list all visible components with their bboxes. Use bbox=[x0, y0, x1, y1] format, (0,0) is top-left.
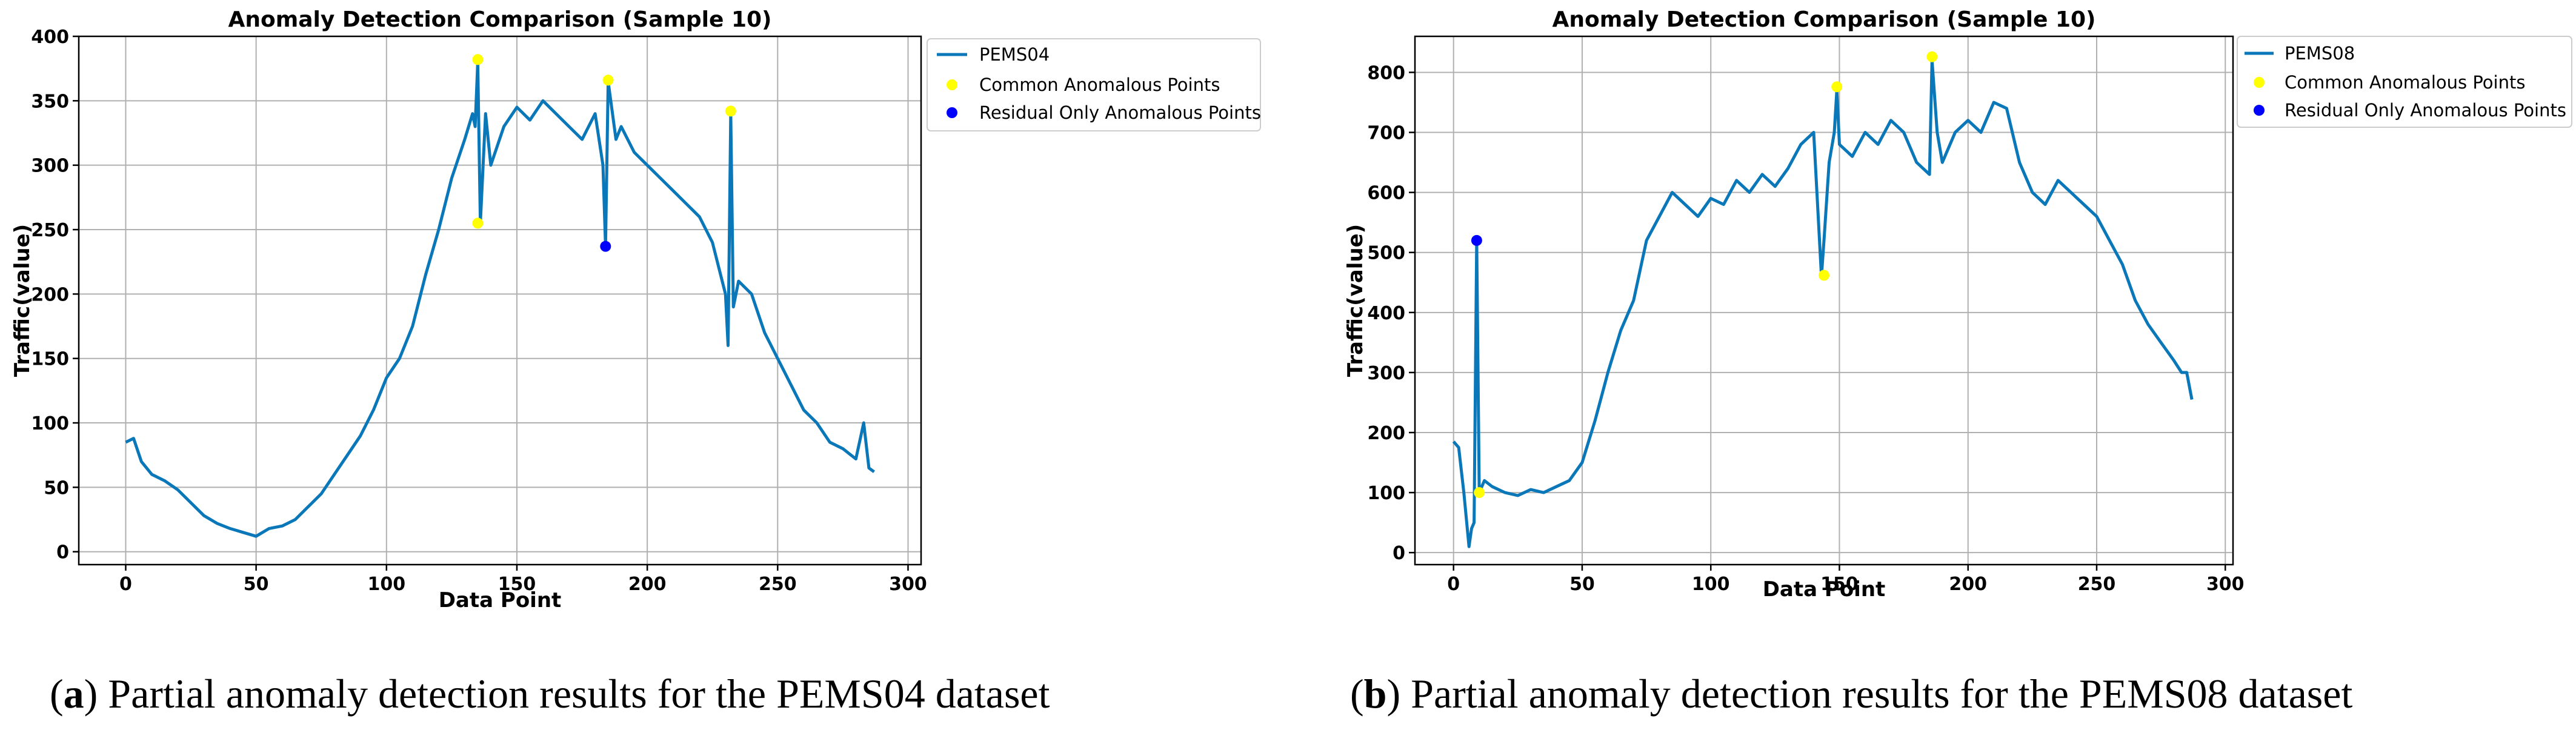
marker-group bbox=[1471, 51, 1938, 499]
plot-frame bbox=[78, 35, 922, 566]
chart-pems04: Anomaly Detection Comparison (Sample 10)… bbox=[10, 7, 1261, 612]
y-axis-label: Traffic(value) bbox=[10, 224, 35, 377]
y-tick-label: 250 bbox=[31, 220, 69, 241]
y-tick-label: 500 bbox=[1367, 243, 1405, 264]
legend: PEMS04 Common Anomalous Points Residual … bbox=[927, 38, 1261, 131]
y-tick-group: 0 50 100 150 200 250 300 350 400 bbox=[31, 27, 79, 563]
common-anomaly-point bbox=[725, 105, 736, 117]
series-line-group bbox=[125, 61, 875, 538]
y-axis-label: Traffic(value) bbox=[1343, 224, 1368, 377]
y-tick-label: 400 bbox=[1367, 303, 1405, 324]
legend-entry-residual: Residual Only Anomalous Points bbox=[2285, 100, 2566, 121]
common-anomaly-point bbox=[472, 54, 484, 65]
legend: PEMS08 Common Anomalous Points Residual … bbox=[2237, 36, 2572, 128]
x-tick-label: 100 bbox=[367, 574, 405, 595]
x-tick-label: 200 bbox=[1949, 574, 1987, 595]
y-tick-label: 150 bbox=[31, 349, 69, 370]
series-line-group bbox=[1452, 59, 2194, 548]
legend-entry-common: Common Anomalous Points bbox=[2285, 72, 2525, 93]
x-tick-label: 0 bbox=[119, 574, 132, 595]
y-tick-label: 800 bbox=[1367, 62, 1405, 84]
caption-b-open: ( bbox=[1350, 671, 1364, 717]
caption-b-label: b bbox=[1364, 671, 1387, 717]
x-tick-label: 0 bbox=[1447, 574, 1460, 595]
residual-anomaly-point bbox=[1471, 234, 1482, 246]
caption-b-text: ) Partial anomaly detection results for … bbox=[1386, 671, 2352, 717]
legend-entry-pems08: PEMS08 bbox=[2285, 43, 2355, 64]
x-tick-label: 50 bbox=[1569, 574, 1595, 595]
chart-title: Anomaly Detection Comparison (Sample 10) bbox=[228, 7, 771, 32]
x-axis-label: Data Point bbox=[439, 588, 562, 612]
y-tick-label: 200 bbox=[1367, 423, 1405, 444]
x-tick-label: 100 bbox=[1692, 574, 1730, 595]
y-tick-label: 100 bbox=[1367, 483, 1405, 504]
legend-yellow-dot-icon bbox=[2254, 77, 2265, 88]
gridlines bbox=[1415, 36, 2233, 565]
common-anomaly-point bbox=[1474, 487, 1485, 499]
legend-entry-residual: Residual Only Anomalous Points bbox=[979, 102, 1261, 123]
y-tick-label: 200 bbox=[31, 284, 69, 305]
x-axis-label: Data Point bbox=[1763, 577, 1886, 602]
chart-title: Anomaly Detection Comparison (Sample 10) bbox=[1552, 7, 2095, 32]
y-tick-label: 350 bbox=[31, 91, 69, 112]
x-tick-group: 0 50 100 150 200 250 300 bbox=[119, 565, 927, 595]
y-tick-group: 0 100 200 300 400 500 600 700 800 bbox=[1367, 62, 1415, 564]
legend-entry-pems04: PEMS04 bbox=[979, 44, 1050, 65]
y-tick-label: 100 bbox=[31, 413, 69, 434]
common-anomaly-point bbox=[472, 217, 484, 229]
y-tick-label: 50 bbox=[44, 477, 69, 499]
x-tick-label: 250 bbox=[2078, 574, 2116, 595]
caption-a: (a) Partial anomaly detection results fo… bbox=[50, 671, 1050, 717]
y-tick-label: 300 bbox=[1367, 363, 1405, 384]
series-line-pems08 bbox=[1452, 59, 2194, 548]
common-anomaly-point bbox=[602, 75, 614, 86]
marker-group bbox=[472, 54, 736, 252]
gridlines bbox=[79, 36, 921, 565]
x-tick-label: 150 bbox=[498, 574, 536, 595]
y-tick-label: 600 bbox=[1367, 183, 1405, 204]
caption-a-label: a bbox=[64, 671, 84, 717]
legend-blue-dot-icon bbox=[947, 107, 957, 118]
x-tick-label: 250 bbox=[759, 574, 797, 595]
caption-a-text: ) Partial anomaly detection results for … bbox=[84, 671, 1050, 717]
y-tick-label: 700 bbox=[1367, 123, 1405, 144]
caption-a-open: ( bbox=[50, 671, 64, 717]
legend-blue-dot-icon bbox=[2254, 105, 2265, 116]
plot-frame bbox=[1414, 35, 2234, 566]
y-tick-label: 0 bbox=[56, 542, 69, 563]
legend-frame bbox=[927, 38, 1261, 131]
y-tick-label: 300 bbox=[31, 156, 69, 177]
residual-anomaly-point bbox=[600, 241, 611, 252]
x-tick-label: 50 bbox=[244, 574, 269, 595]
x-tick-group: 0 50 100 150 200 250 300 bbox=[1447, 565, 2245, 595]
x-tick-label: 300 bbox=[889, 574, 927, 595]
series-line-pems04 bbox=[125, 61, 875, 538]
x-tick-label: 300 bbox=[2206, 574, 2245, 595]
legend-frame bbox=[2237, 36, 2572, 128]
common-anomaly-point bbox=[1819, 270, 1829, 281]
legend-yellow-dot-icon bbox=[947, 79, 957, 90]
x-tick-label: 150 bbox=[1820, 574, 1859, 595]
legend-entry-common: Common Anomalous Points bbox=[979, 75, 1220, 95]
chart-pems08: Anomaly Detection Comparison (Sample 10)… bbox=[1343, 7, 2572, 602]
x-tick-label: 200 bbox=[628, 574, 667, 595]
y-tick-label: 0 bbox=[1393, 543, 1405, 564]
caption-b: (b) Partial anomaly detection results fo… bbox=[1350, 671, 2352, 717]
common-anomaly-point bbox=[1831, 81, 1843, 93]
common-anomaly-point bbox=[1926, 51, 1938, 62]
y-tick-label: 400 bbox=[31, 27, 69, 48]
